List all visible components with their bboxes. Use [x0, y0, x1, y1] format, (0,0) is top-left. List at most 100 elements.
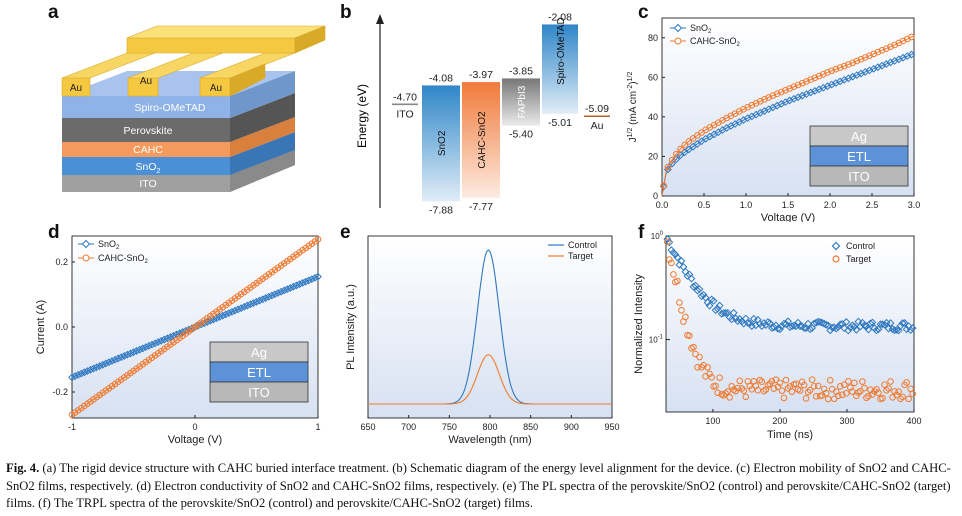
data-point-f-0 — [860, 321, 869, 330]
caption-figure-number: Fig. 4. — [6, 461, 40, 475]
data-point-d-0 — [258, 295, 267, 304]
data-point-f-1 — [840, 381, 848, 388]
data-point-c-1 — [777, 88, 785, 96]
data-point-f-1 — [736, 377, 744, 385]
stack-label-c-0: Ag — [851, 129, 867, 144]
data-point-f-0 — [868, 318, 877, 327]
data-point-f-1 — [885, 385, 892, 392]
data-point-d-0 — [83, 367, 92, 375]
y-tick-label-c: 0 — [653, 191, 658, 201]
data-point-d-0 — [95, 362, 104, 370]
data-point-f-0 — [866, 319, 875, 328]
data-point-c-1 — [786, 85, 793, 92]
data-point-f-0 — [713, 304, 722, 313]
y-axis-label-f: Normalized Intensity — [633, 274, 645, 374]
data-point-f-1 — [682, 313, 689, 321]
data-point-f-1 — [875, 389, 882, 397]
data-point-f-1 — [772, 376, 780, 383]
data-point-f-1 — [788, 388, 796, 395]
data-point-c-1 — [849, 59, 856, 67]
stack-layer-d-2 — [209, 381, 309, 403]
data-point-f-1 — [756, 376, 764, 384]
data-point-d-0 — [151, 339, 159, 348]
data-point-f-0 — [900, 319, 909, 327]
data-point-d-0 — [148, 340, 156, 349]
data-point-d-0 — [86, 365, 95, 374]
data-point-d-0 — [206, 316, 215, 325]
energy-material-label-5: Au — [591, 120, 604, 132]
data-point-c-1 — [761, 95, 768, 103]
data-point-f-0 — [709, 296, 718, 305]
data-point-f-0 — [671, 250, 680, 259]
data-point-f-1 — [847, 384, 854, 391]
data-point-f-0 — [816, 318, 825, 326]
data-point-f-1 — [664, 238, 671, 246]
legend-label-d-0: SnO2 — [98, 239, 120, 251]
legend-label-c-1: CAHC-SnO2 — [690, 36, 741, 48]
data-point-c-1 — [782, 86, 789, 94]
data-point-c-0 — [907, 50, 916, 59]
data-point-d-0 — [301, 277, 310, 286]
data-point-f-0 — [796, 322, 804, 331]
panel-label-e: e — [340, 222, 351, 243]
legend-label-e-1: Target — [568, 251, 594, 261]
data-point-d-1 — [314, 235, 322, 243]
data-point-f-1 — [666, 256, 673, 263]
data-point-f-0 — [717, 309, 726, 318]
legend-label-d-1: CAHC-SnO2 — [98, 253, 149, 265]
data-point-f-1 — [720, 391, 727, 399]
panel-label-d: d — [48, 222, 60, 243]
data-point-f-1 — [826, 377, 834, 384]
data-point-c-1 — [836, 64, 844, 71]
x-axis-label-f: Time (ns) — [767, 429, 813, 441]
data-point-c-1 — [828, 67, 835, 75]
data-point-d-0 — [252, 297, 261, 306]
x-tick-label-c: 0.0 — [656, 200, 669, 210]
x-tick-label-d: -1 — [68, 422, 76, 432]
data-point-f-0 — [705, 301, 714, 310]
x-tick-label-f: 100 — [705, 416, 720, 426]
y-tick-label-c: 20 — [648, 151, 658, 161]
data-point-f-0 — [665, 238, 674, 247]
data-point-f-1 — [740, 387, 748, 394]
data-point-c-1 — [811, 74, 819, 82]
data-point-c-1 — [819, 70, 827, 78]
data-point-f-0 — [834, 323, 843, 331]
legend-label-f-1: Target — [846, 254, 872, 264]
data-point-f-1 — [909, 390, 916, 398]
energy-bottom-value-4: -5.01 — [548, 117, 572, 129]
data-point-c-1 — [866, 52, 873, 59]
data-point-f-0 — [729, 308, 738, 317]
data-point-c-0 — [659, 182, 668, 191]
data-point-c-1 — [769, 92, 777, 99]
data-point-d-0 — [311, 273, 319, 282]
energy-bottom-value-3: -5.40 — [509, 129, 533, 141]
energy-material-label-2: CAHC-SnO2 — [477, 111, 488, 169]
data-point-d-0 — [298, 279, 307, 287]
data-point-f-0 — [687, 274, 696, 283]
data-point-c-1 — [845, 61, 852, 68]
x-tick-label-c: 2.0 — [824, 200, 837, 210]
data-point-d-0 — [274, 289, 282, 297]
data-point-f-0 — [864, 325, 873, 334]
data-point-f-1 — [742, 393, 750, 401]
data-point-f-1 — [899, 393, 906, 401]
y-tick-label-d: 0.0 — [55, 322, 68, 332]
data-point-c-1 — [861, 54, 869, 61]
data-point-f-1 — [694, 364, 701, 371]
energy-top-value-0: -4.70 — [393, 91, 417, 103]
data-point-f-1 — [776, 379, 784, 387]
data-point-f-0 — [818, 318, 827, 327]
layer-label-spiro: Spiro-OMeTAD — [135, 102, 206, 114]
data-point-f-1 — [903, 379, 910, 386]
data-point-d-0 — [261, 294, 270, 302]
data-point-f-0 — [751, 321, 760, 330]
data-point-f-1 — [806, 386, 814, 394]
data-point-d-0 — [166, 333, 175, 341]
data-point-f-0 — [743, 318, 752, 327]
energy-level-diagram: Energy (eV) -4.70 ITO -4.08 -7.88 SnO2 -3.97 -… — [355, 11, 610, 216]
data-point-d-0 — [212, 314, 221, 323]
data-point-d-0 — [264, 292, 273, 301]
data-point-f-1 — [748, 386, 756, 393]
data-point-c-1 — [815, 72, 823, 80]
